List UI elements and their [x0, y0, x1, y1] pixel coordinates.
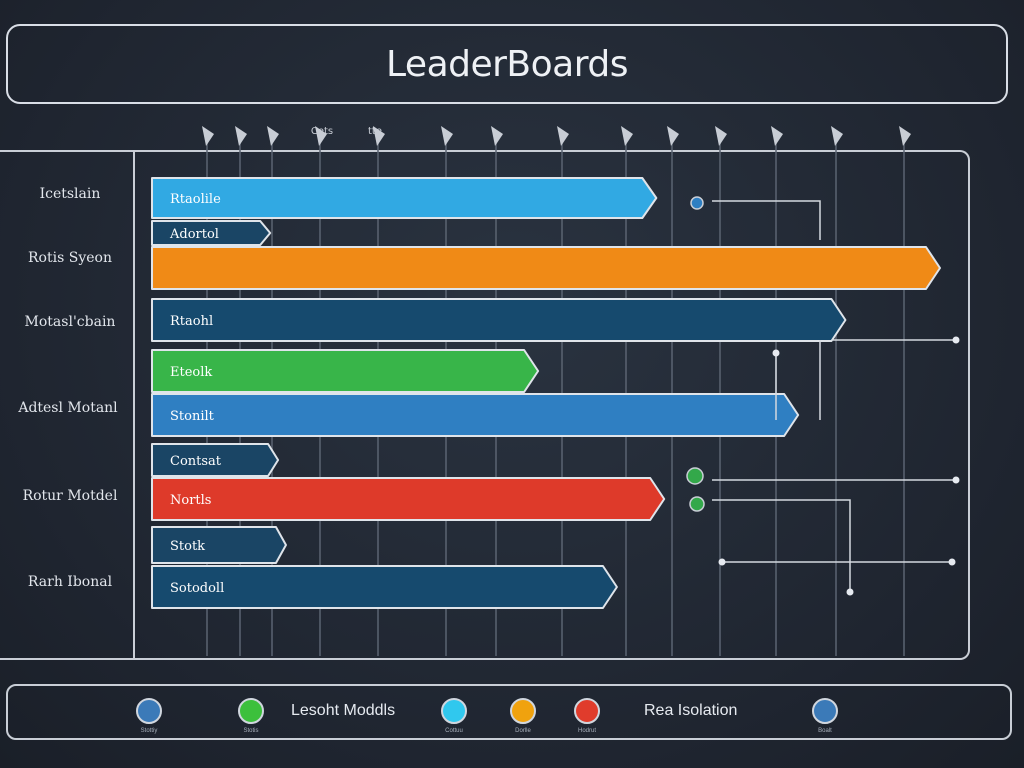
status-icon — [689, 496, 705, 512]
axis-marker — [899, 126, 911, 146]
connector-line — [712, 200, 821, 240]
axis-marker — [202, 126, 214, 146]
bar-label: Rtaohl — [170, 314, 213, 329]
bar — [151, 349, 540, 393]
bar — [151, 443, 280, 477]
status-icon — [686, 467, 704, 485]
bar — [151, 220, 272, 246]
bar — [151, 526, 287, 564]
axis-marker — [831, 126, 843, 146]
axis-marker — [315, 126, 327, 146]
legend-dot[interactable] — [441, 698, 467, 724]
axis-marker — [715, 126, 727, 146]
legend-dot[interactable] — [238, 698, 264, 724]
legend-caption: Cottuu — [445, 728, 463, 734]
axis-marker — [373, 126, 385, 146]
connector-node — [718, 558, 726, 566]
axis-marker — [557, 126, 569, 146]
row-label-1: Icetslain — [39, 186, 101, 202]
row-label-4: Adtesl Motanl — [18, 400, 118, 416]
legend-text-left: Lesoht Moddls — [291, 702, 396, 719]
status-icon — [690, 196, 704, 210]
page-title: LeaderBoards — [386, 43, 629, 85]
bar-label: Contsat — [170, 454, 222, 469]
axis-marker — [771, 126, 783, 146]
axis-marker — [235, 126, 247, 146]
bar-label: Stonilt — [170, 409, 215, 424]
legend-caption: Stotis — [243, 728, 259, 734]
bar — [151, 477, 666, 521]
axis-marker — [441, 126, 453, 146]
top-marker-label: Cets — [311, 126, 333, 137]
bar-label: Adortol — [169, 227, 219, 242]
top-marker-label: tte — [368, 126, 382, 137]
legend-dot[interactable] — [574, 698, 600, 724]
connector-node — [952, 476, 960, 484]
connector-node — [948, 558, 956, 566]
title-box: LeaderBoards — [6, 24, 1008, 104]
connector-node — [952, 336, 960, 344]
bar — [151, 565, 618, 609]
bar — [151, 393, 800, 437]
row-label-2: Rotis Syeon — [28, 250, 112, 266]
row-label-5: Rotur Motdel — [22, 488, 118, 504]
legend-caption: Hodrut — [577, 728, 596, 734]
legend-dot[interactable] — [136, 698, 162, 724]
bar-label: Nortls — [170, 493, 211, 508]
connector-node — [846, 588, 854, 596]
legend-caption: Dorlle — [515, 728, 531, 734]
bar — [151, 177, 658, 219]
legend: Stottiy Stotis Lesoht Moddls Cottuu Dorl… — [6, 684, 1012, 740]
connector-line — [712, 499, 851, 592]
row-label-6: Rarh Ibonal — [27, 574, 113, 590]
bar-label: Eteolk — [170, 365, 212, 380]
legend-text-right: Rea Isolation — [644, 702, 738, 719]
axis-marker — [621, 126, 633, 146]
axis-marker — [491, 126, 503, 146]
legend-caption: Stottiy — [140, 728, 158, 734]
bar — [151, 246, 941, 290]
connector-node — [772, 349, 780, 357]
chart-frame — [0, 150, 970, 660]
row-label-3: Motasl'cbain — [24, 314, 116, 330]
axis-divider — [133, 150, 135, 658]
bar — [151, 298, 847, 342]
bar-label: Stotk — [170, 539, 205, 554]
legend-dot[interactable] — [812, 698, 838, 724]
axis-marker — [667, 126, 679, 146]
legend-caption: Boalt — [818, 728, 832, 734]
legend-dot[interactable] — [510, 698, 536, 724]
bar-label: Sotodoll — [170, 581, 224, 596]
bar-label: Rtaolile — [170, 192, 221, 207]
axis-marker — [267, 126, 279, 146]
